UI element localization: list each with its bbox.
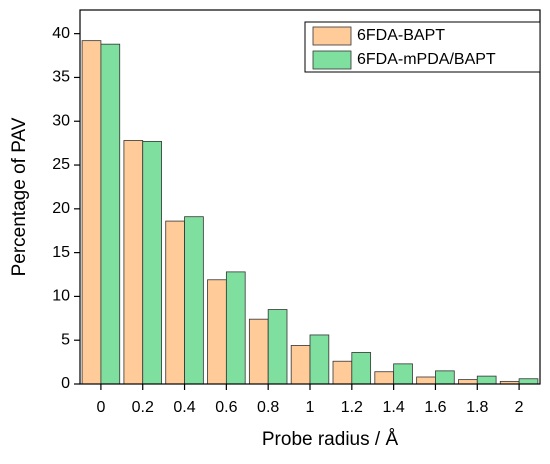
bar	[393, 363, 413, 385]
x-tick-label: 1.2	[341, 399, 363, 416]
bar	[207, 279, 227, 385]
bar	[81, 40, 102, 385]
bar	[309, 334, 330, 385]
bar	[123, 140, 144, 385]
bar	[142, 140, 162, 385]
bar	[332, 360, 353, 385]
bar	[248, 318, 269, 385]
y-tick-label: 25	[52, 156, 70, 173]
plot-frame	[79, 9, 541, 385]
x-tick-label: 1.8	[466, 399, 488, 416]
y-tick-label: 20	[52, 200, 70, 217]
y-tick-label: 30	[52, 112, 70, 129]
y-axis-title: Percentage of PAV	[9, 117, 30, 276]
x-tick-label: 0	[96, 399, 105, 416]
y-tick-label: 15	[52, 244, 70, 261]
bar	[351, 352, 372, 385]
x-tick-label: 0.8	[257, 399, 279, 416]
bar	[476, 375, 497, 385]
x-tick-label: 1	[306, 399, 315, 416]
x-axis-title: Probe radius / Å	[262, 429, 399, 450]
y-tick-label: 5	[61, 331, 70, 348]
bar	[165, 220, 185, 385]
x-tick-label: 0.6	[215, 399, 237, 416]
bar	[416, 376, 436, 385]
bar	[290, 345, 311, 385]
bar	[267, 309, 288, 385]
bar	[225, 271, 246, 385]
legend-label: 6FDA-mPDA/BAPT	[357, 51, 496, 68]
bar	[374, 371, 395, 385]
legend-swatch	[312, 50, 352, 70]
x-tick-label: 1.6	[424, 399, 446, 416]
bar	[518, 378, 539, 385]
x-tick-label: 0.4	[173, 399, 195, 416]
legend-label: 6FDA-BAPT	[357, 27, 445, 44]
bar	[435, 370, 455, 385]
y-tick-label: 40	[52, 25, 70, 42]
bar	[100, 43, 121, 385]
x-tick-label: 2	[515, 399, 524, 416]
y-tick-label: 35	[52, 69, 70, 86]
x-tick-label: 0.2	[132, 399, 154, 416]
bar	[458, 379, 478, 385]
y-tick-label: 10	[52, 288, 70, 305]
legend-swatch	[312, 26, 352, 46]
y-tick-label: 0	[61, 375, 70, 392]
bar	[184, 216, 204, 385]
x-tick-label: 1.4	[383, 399, 405, 416]
